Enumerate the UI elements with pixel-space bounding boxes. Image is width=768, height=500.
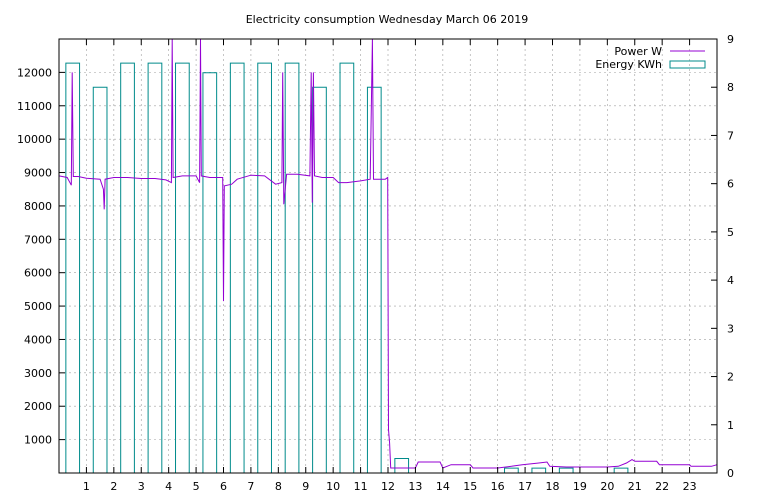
y-right-tick-label: 4 bbox=[727, 274, 734, 287]
x-tick-label: 3 bbox=[138, 480, 145, 493]
x-tick-label: 10 bbox=[326, 480, 340, 493]
y-left-tick-label: 9000 bbox=[24, 167, 52, 180]
y-right-tick-label: 1 bbox=[727, 419, 734, 432]
x-tick-label: 8 bbox=[275, 480, 282, 493]
energy-bar bbox=[229, 62, 245, 473]
x-tick-label: 6 bbox=[220, 480, 227, 493]
y-right-tick-label: 7 bbox=[727, 129, 734, 142]
y-left-tick-label: 2000 bbox=[24, 400, 52, 413]
x-tick-label: 2 bbox=[110, 480, 117, 493]
y-right-tick-label: 8 bbox=[727, 81, 734, 94]
y-left-tick-label: 5000 bbox=[24, 300, 52, 313]
energy-bar bbox=[120, 62, 135, 473]
power-series bbox=[58, 38, 718, 469]
energy-bar bbox=[531, 467, 547, 473]
y-left-tick-label: 7000 bbox=[24, 233, 52, 246]
energy-bar bbox=[147, 62, 163, 473]
x-tick-label: 4 bbox=[165, 480, 172, 493]
y-left-tick-label: 12000 bbox=[17, 66, 52, 79]
energy-bar bbox=[175, 62, 190, 473]
x-tick-label: 12 bbox=[381, 480, 395, 493]
x-tick-label: 16 bbox=[491, 480, 505, 493]
x-tick-label: 22 bbox=[655, 480, 669, 493]
x-tick-label: 11 bbox=[354, 480, 368, 493]
energy-bar bbox=[284, 62, 300, 473]
y-left-tick-label: 8000 bbox=[24, 200, 52, 213]
x-tick-label: 1 bbox=[83, 480, 90, 493]
x-tick-label: 20 bbox=[600, 480, 614, 493]
x-tick-label: 17 bbox=[518, 480, 532, 493]
legend: Power W Energy KWh bbox=[595, 45, 706, 71]
y-left-tick-label: 10000 bbox=[17, 133, 52, 146]
y-left-tick-label: 4000 bbox=[24, 333, 52, 346]
y-right-tick-label: 3 bbox=[727, 322, 734, 335]
energy-bar bbox=[504, 467, 519, 473]
y-left-tick-label: 1000 bbox=[24, 434, 52, 447]
y-left-tick-label: 6000 bbox=[24, 267, 52, 280]
tick-layer: 1 2 3 4 5 6 7 8 9 10 11 12 13 14 15 16 17 18 19 20 21 22 23100… bbox=[17, 33, 734, 493]
legend-energy-label: Energy KWh bbox=[595, 58, 662, 71]
x-tick-label: 13 bbox=[408, 480, 422, 493]
x-tick-label: 14 bbox=[436, 480, 450, 493]
energy-bar bbox=[312, 86, 327, 473]
y-right-tick-label: 0 bbox=[727, 467, 734, 480]
x-tick-label: 18 bbox=[546, 480, 560, 493]
energy-bar bbox=[394, 458, 410, 473]
y-right-tick-label: 6 bbox=[727, 178, 734, 191]
x-tick-label: 15 bbox=[463, 480, 477, 493]
x-tick-label: 21 bbox=[628, 480, 642, 493]
energy-bar bbox=[339, 62, 355, 473]
y-right-tick-label: 5 bbox=[727, 226, 734, 239]
x-tick-label: 9 bbox=[302, 480, 309, 493]
energy-bar bbox=[366, 86, 382, 473]
x-tick-label: 23 bbox=[683, 480, 697, 493]
legend-power-label: Power W bbox=[614, 45, 662, 58]
energy-series bbox=[65, 62, 711, 474]
legend-energy-swatch bbox=[669, 60, 706, 69]
energy-bar bbox=[92, 86, 108, 473]
x-tick-label: 7 bbox=[247, 480, 254, 493]
power-line bbox=[58, 38, 718, 469]
energy-bar bbox=[257, 62, 272, 473]
energy-bar bbox=[613, 467, 629, 473]
y-right-tick-label: 2 bbox=[727, 371, 734, 384]
x-tick-label: 5 bbox=[193, 480, 200, 493]
chart-title: Electricity consumption Wednesday March … bbox=[246, 13, 529, 26]
energy-bar bbox=[558, 467, 574, 473]
x-tick-label: 19 bbox=[573, 480, 587, 493]
energy-bar bbox=[202, 72, 218, 473]
y-right-tick-label: 9 bbox=[727, 33, 734, 46]
energy-bar bbox=[65, 62, 81, 473]
y-left-tick-label: 3000 bbox=[24, 367, 52, 380]
y-left-tick-label: 11000 bbox=[17, 100, 52, 113]
grid-layer bbox=[59, 39, 717, 473]
